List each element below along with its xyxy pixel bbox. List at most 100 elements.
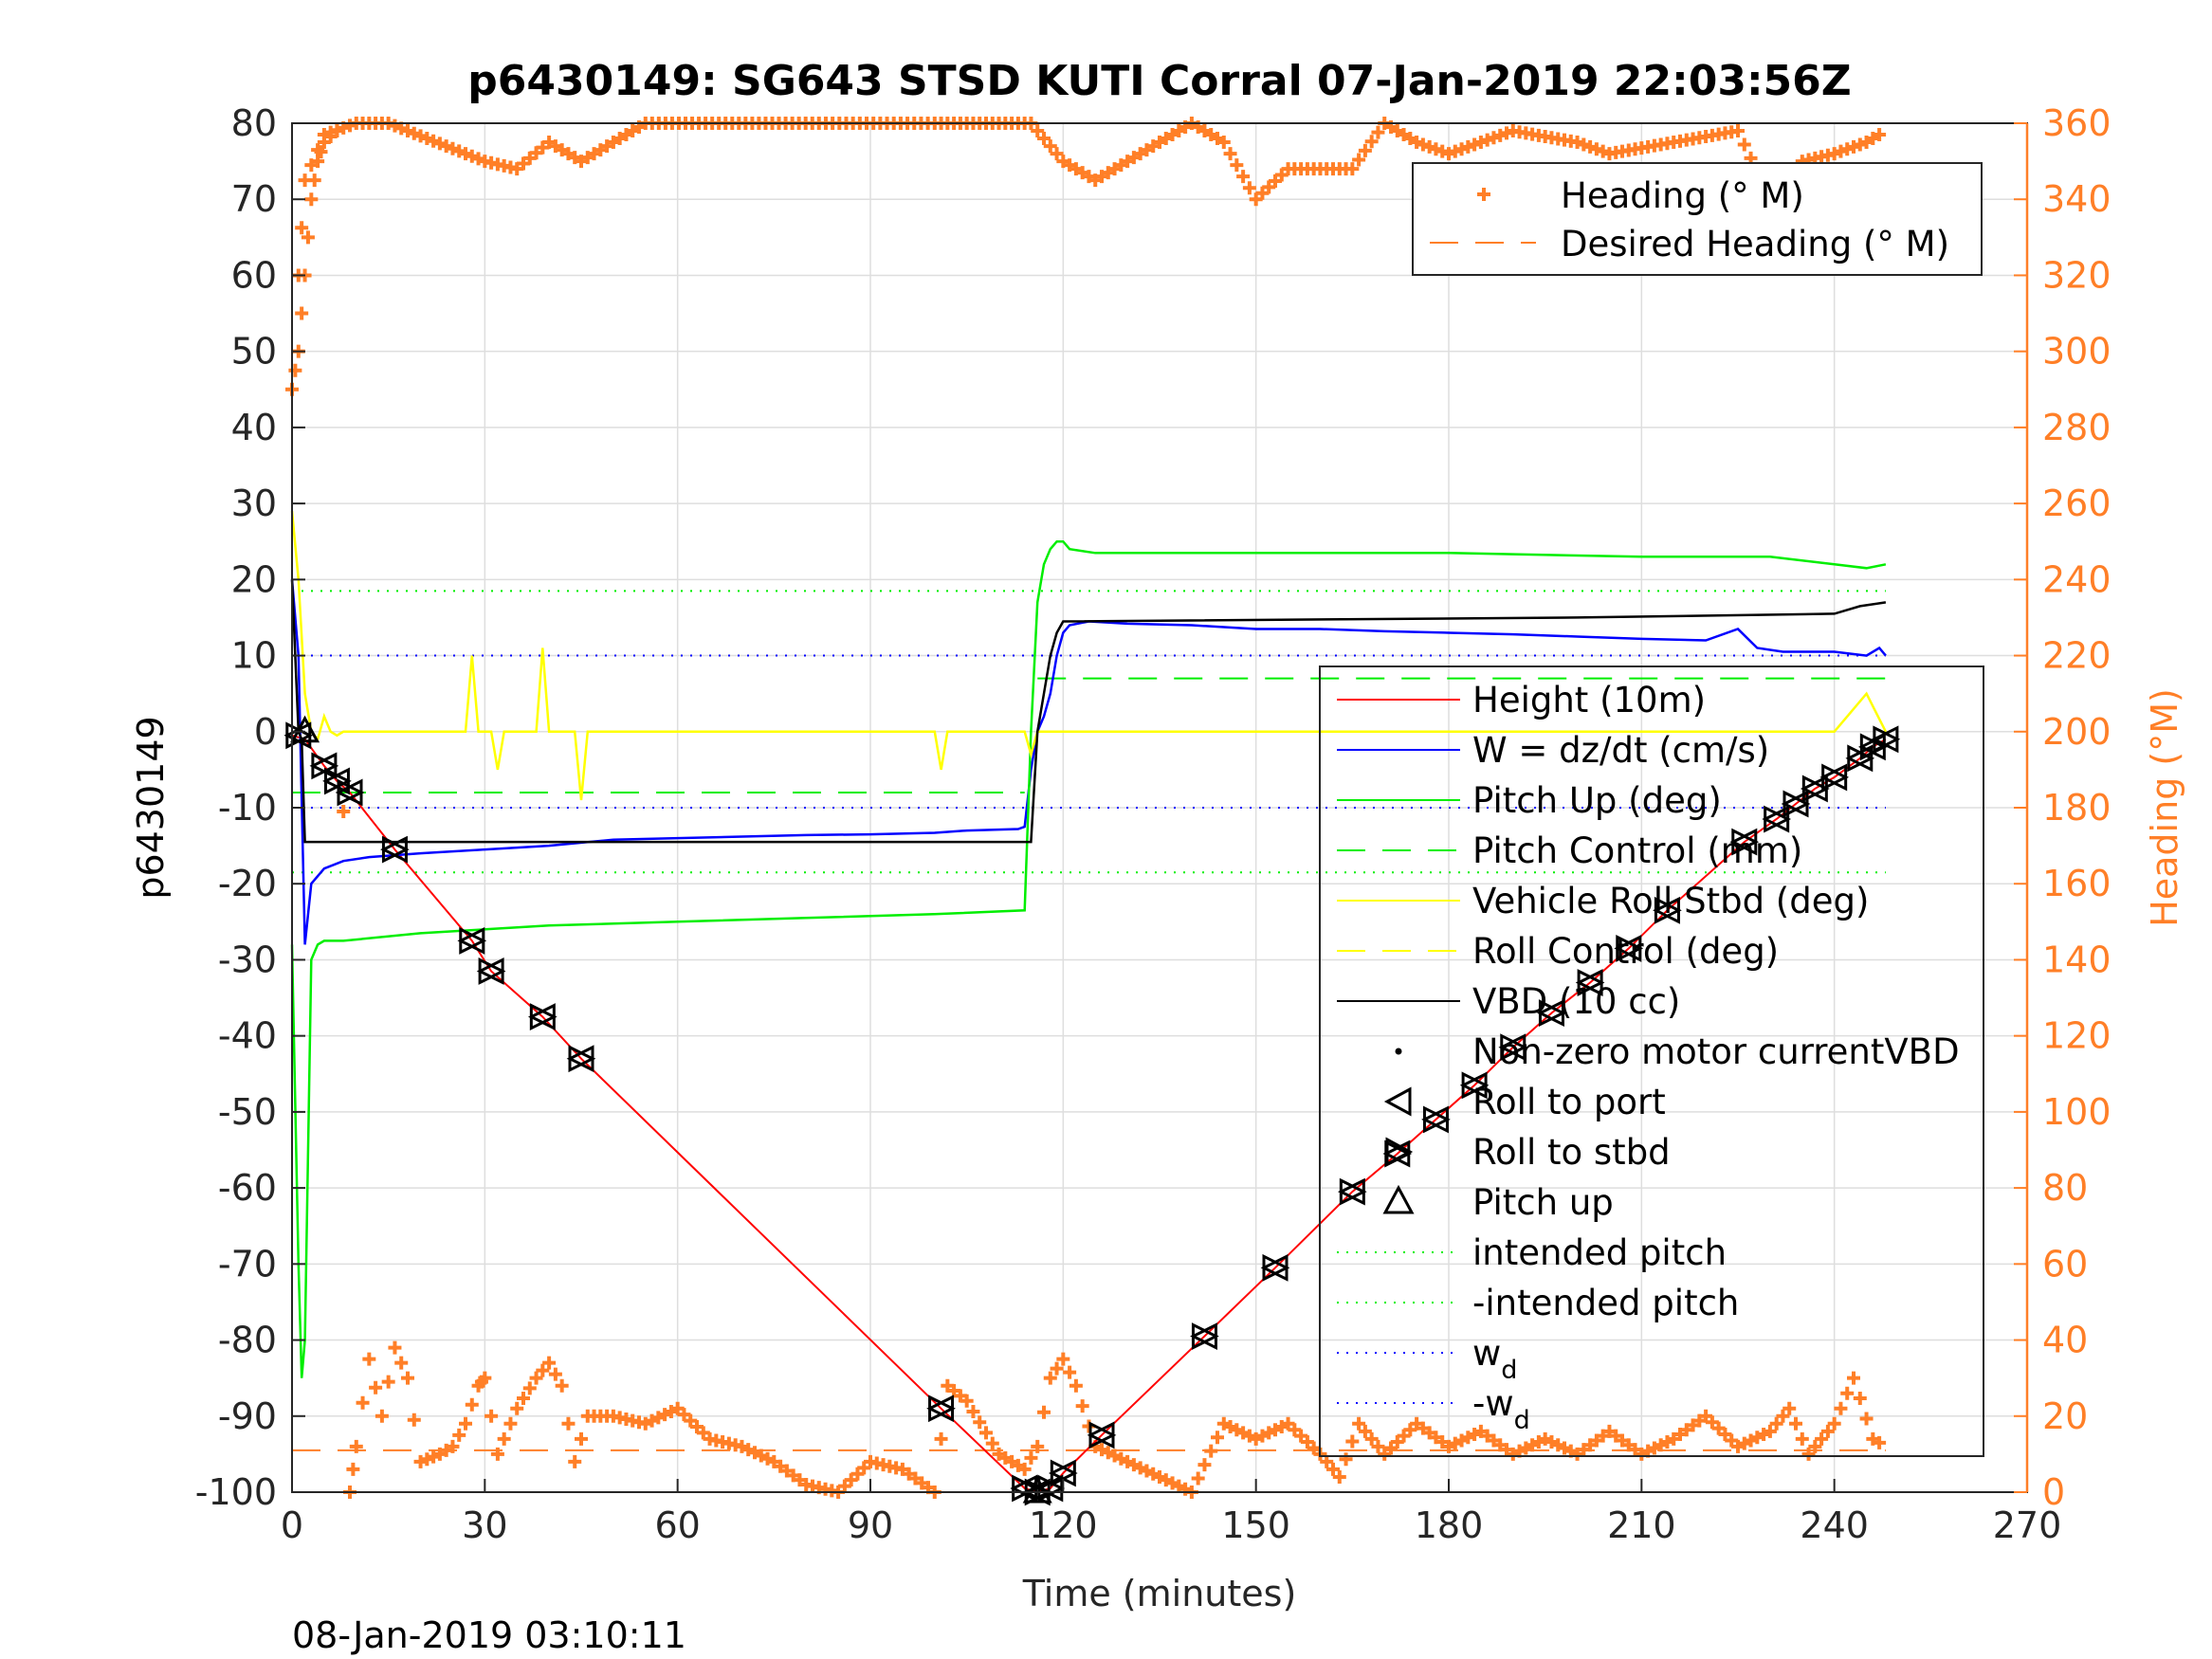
heading-marker — [298, 173, 312, 188]
x-tick-label: 270 — [1993, 1504, 2062, 1546]
heading-marker — [1873, 128, 1887, 142]
legend-label-subscript: d — [1514, 1406, 1530, 1435]
heading-marker — [1570, 136, 1584, 150]
roll-to-stbd-marker — [928, 1395, 956, 1423]
heading-marker — [1834, 1401, 1848, 1415]
heading-marker — [1422, 139, 1436, 154]
heading-marker — [1801, 1447, 1816, 1461]
heading-marker — [555, 1378, 569, 1393]
roll-to-stbd-marker — [1500, 1033, 1528, 1062]
heading-marker — [1043, 139, 1057, 154]
y2-tick-label: 200 — [2042, 711, 2111, 753]
heading-marker — [1737, 137, 1751, 152]
roll-to-stbd-marker — [1191, 1322, 1219, 1350]
legend-heading-plus-icon — [1477, 188, 1490, 201]
heading-marker — [1442, 147, 1455, 161]
heading-marker — [542, 1356, 557, 1370]
heading-marker — [304, 158, 319, 173]
roll-to-stbd-marker — [1847, 744, 1875, 773]
heading-marker — [1789, 1416, 1802, 1431]
roll-to-stbd-marker — [323, 767, 352, 795]
y-tick-label: 10 — [231, 635, 277, 677]
heading-marker — [1358, 143, 1372, 157]
pitch-up-marker — [1022, 1475, 1052, 1504]
heading-marker — [1216, 136, 1231, 150]
y2-tick-label: 60 — [2042, 1243, 2088, 1285]
legend-roll-to-stbd-icon — [1385, 1137, 1414, 1167]
roll-to-stbd-marker — [1654, 896, 1682, 924]
heading-marker — [1031, 1439, 1045, 1453]
heading-marker — [1480, 133, 1494, 147]
heading-marker — [1827, 1416, 1841, 1431]
roll-to-stbd-marker — [1461, 1071, 1490, 1100]
heading-marker — [1364, 1431, 1379, 1446]
roll-to-stbd-marker — [1037, 1474, 1066, 1503]
y2-tick-label: 140 — [2042, 939, 2111, 980]
legend-label: Non-zero motor currentVBD — [1472, 1031, 1960, 1072]
y-tick-label: 50 — [231, 331, 277, 373]
roll-to-stbd-marker — [1050, 1459, 1078, 1487]
roll-to-stbd-marker — [1262, 1253, 1290, 1282]
x-tick-label: 60 — [654, 1504, 700, 1546]
roll-to-stbd-marker — [1538, 999, 1566, 1028]
heading-marker — [337, 805, 351, 819]
y2-tick-label: 120 — [2042, 1015, 2111, 1057]
roll-to-stbd-marker — [381, 835, 410, 864]
legend-label: W = dz/dt (cm/s) — [1472, 730, 1769, 771]
legend-heading-box — [1412, 162, 1983, 276]
heading-marker — [979, 1426, 993, 1440]
heading-marker — [349, 1439, 363, 1453]
legend-label: Pitch up — [1472, 1182, 1614, 1223]
heading-marker — [1320, 1454, 1334, 1468]
roll-to-stbd-marker — [529, 1003, 558, 1031]
heading-marker — [1352, 1416, 1366, 1431]
x-axis-label: Time (minutes) — [1022, 1573, 1297, 1614]
heading-marker — [369, 1380, 383, 1395]
heading-marker — [966, 1404, 980, 1418]
y-tick-label: -80 — [218, 1320, 277, 1361]
legend-label: VBD (10 cc) — [1472, 981, 1680, 1022]
y2-tick-label: 260 — [2042, 483, 2111, 524]
y2-tick-label: 240 — [2042, 558, 2111, 600]
heading-marker — [459, 1416, 472, 1431]
heading-marker — [1371, 125, 1385, 139]
heading-marker — [1352, 153, 1366, 167]
heading-marker — [1448, 144, 1462, 158]
heading-marker — [503, 1416, 518, 1431]
series-line-vbd — [290, 579, 1887, 844]
roll-to-stbd-marker — [1782, 790, 1811, 818]
heading-marker — [1242, 181, 1256, 195]
heading-marker — [401, 1371, 414, 1385]
legend-label: Roll to stbd — [1472, 1132, 1671, 1173]
heading-marker — [375, 1409, 389, 1423]
heading-marker — [1500, 126, 1513, 140]
heading-marker — [1820, 1424, 1835, 1438]
heading-marker — [1493, 128, 1508, 142]
heading-marker — [1763, 1424, 1777, 1438]
x-tick-label: 150 — [1221, 1504, 1290, 1546]
heading-marker — [407, 1413, 421, 1427]
y2-axis-label: Heading (°M) — [2144, 688, 2185, 927]
roll-to-stbd-marker — [1012, 1474, 1040, 1503]
heading-marker — [529, 1371, 543, 1385]
heading-marker — [1577, 137, 1591, 152]
y-axis-label: p6430149 — [130, 716, 172, 899]
y-tick-label: -30 — [218, 939, 277, 980]
y-tick-label: -50 — [218, 1091, 277, 1133]
heading-marker — [1853, 137, 1867, 152]
heading-marker — [497, 1431, 511, 1446]
heading-marker — [1840, 142, 1855, 156]
series-line-height — [291, 734, 1887, 1494]
heading-marker — [1473, 136, 1488, 150]
heading-marker — [517, 1392, 530, 1406]
heading-marker — [323, 125, 338, 139]
y-tick-label: 80 — [231, 102, 277, 144]
heading-marker — [1873, 1435, 1887, 1449]
y-tick-label: -40 — [218, 1015, 277, 1057]
roll-to-stbd-marker — [1764, 805, 1792, 833]
heading-marker — [985, 1436, 999, 1450]
roll-to-stbd-marker — [459, 926, 487, 955]
heading-marker — [1236, 170, 1251, 184]
heading-marker — [388, 1340, 402, 1355]
